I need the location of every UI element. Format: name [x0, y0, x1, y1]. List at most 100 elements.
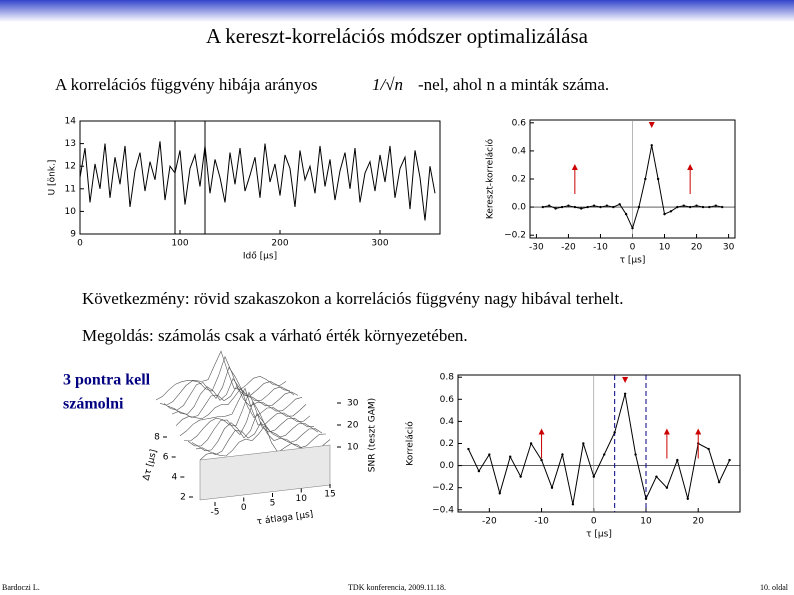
solution: Megoldás: számolás csak a várható érték …: [82, 326, 468, 345]
surface-wire: [163, 366, 295, 411]
data-point: [592, 204, 596, 207]
y-tick-label: 6: [163, 453, 169, 463]
x-tick-label: -30: [529, 243, 544, 253]
y-tick-label: 0.4: [440, 417, 455, 427]
data-point: [613, 431, 616, 434]
data-point: [695, 204, 698, 207]
data-point: [714, 204, 717, 207]
footer-event: TDK konferencia, 2009.11.18.: [348, 583, 446, 592]
peak-marker: [648, 122, 655, 128]
data-point: [618, 203, 621, 206]
intro-text: -nel, ahol n a minták száma.: [418, 75, 609, 94]
data-point: [519, 475, 522, 478]
y-tick-label: 0.2: [512, 175, 526, 185]
data-point: [676, 458, 679, 462]
note: 3 pontra kell: [63, 372, 151, 389]
arrow-head: [695, 428, 702, 435]
data-point: [603, 453, 606, 456]
z-tick-label: 10: [347, 443, 359, 453]
y-tick-label: −0.2: [504, 231, 526, 241]
data-point: [550, 486, 554, 489]
x-tick-label: 0: [77, 239, 83, 249]
data-point: [665, 486, 669, 489]
surface-wire: [183, 391, 315, 442]
data-point: [571, 503, 575, 506]
x-axis-label: τ [μs]: [620, 256, 646, 266]
arrow-head: [571, 164, 578, 170]
consequence: Következmény: rövid szakaszokon a korrel…: [82, 289, 623, 308]
x-tick-label: 0: [591, 517, 597, 527]
peak-marker: [622, 377, 629, 383]
y-axis-label: Kereszt-korreláció: [485, 138, 496, 219]
data-point: [650, 144, 653, 147]
data-point: [477, 469, 481, 473]
surface-wire: [191, 412, 323, 452]
x-tick-label: 100: [171, 239, 188, 249]
note: számolni: [63, 396, 124, 413]
data-point: [624, 212, 628, 216]
data-point: [717, 480, 721, 484]
arrow-head: [663, 428, 670, 435]
data-point: [688, 205, 692, 209]
data-point: [631, 226, 634, 230]
title-band: [0, 0, 794, 22]
data-point: [612, 205, 615, 209]
data-point: [573, 205, 577, 209]
y-tick-label: 0.2: [440, 439, 454, 449]
y-tick-label: 13: [65, 139, 76, 149]
data-point: [540, 458, 543, 462]
arrow-head: [687, 164, 694, 170]
data-point: [656, 177, 660, 181]
data-point: [561, 453, 564, 456]
y-tick-label: 4: [171, 473, 177, 483]
x-axis-label: τ [μs]: [586, 530, 612, 540]
x-tick-label: 20: [691, 243, 703, 253]
x-tick-label: 0: [241, 503, 247, 513]
y-tick-label: 0.6: [440, 395, 455, 405]
data-point: [701, 205, 705, 209]
x-tick-label: 30: [723, 243, 735, 253]
data-point: [580, 207, 583, 210]
y-tick-label: 9: [70, 230, 76, 240]
y-axis-label: Δτ [μs]: [142, 448, 160, 481]
x-tick-label: 10: [659, 243, 671, 253]
x-tick-label: 200: [271, 239, 288, 249]
arrow-head: [538, 428, 545, 435]
x-tick-label: 10: [640, 517, 652, 527]
surface-wire: [179, 387, 311, 437]
y-tick-label: 14: [65, 117, 77, 127]
data-point: [592, 475, 595, 478]
y-tick-label: 12: [65, 162, 76, 172]
surface-wire: [167, 378, 299, 415]
y-tick-label: 11: [65, 184, 76, 194]
y-tick-label: 10: [65, 207, 77, 217]
data-point: [663, 212, 666, 216]
x-tick-label: 15: [324, 490, 335, 500]
data-point: [554, 207, 557, 210]
x-tick-label: -10: [534, 517, 549, 527]
data-point: [488, 453, 491, 456]
surface-wire: [195, 421, 327, 456]
data-point: [586, 205, 589, 209]
x-tick-label: -10: [593, 243, 608, 253]
footer-author: Bardoczi L.: [2, 583, 40, 592]
y-tick-label: 0.4: [512, 146, 527, 156]
data-point: [707, 447, 710, 451]
y-tick-label: 8: [154, 433, 160, 443]
intro-text: A korrelációs függvény hibája arányos: [55, 75, 317, 94]
data-point: [686, 497, 689, 500]
y-tick-label: 0.0: [512, 203, 527, 213]
surface-wire: [155, 350, 287, 401]
data-point: [634, 453, 637, 456]
x-tick-label: 5: [270, 499, 276, 509]
y-tick-label: −0.4: [432, 505, 454, 515]
x-tick-label: -5: [211, 508, 220, 518]
x-tick-label: -20: [561, 243, 576, 253]
data-point: [708, 205, 711, 209]
y-tick-label: 0.6: [512, 118, 527, 128]
slide-title: A kereszt-korrelációs módszer optimalizá…: [206, 24, 589, 48]
x-tick-label: 0: [630, 243, 636, 253]
data-line: [467, 393, 731, 505]
data-point: [467, 447, 470, 451]
